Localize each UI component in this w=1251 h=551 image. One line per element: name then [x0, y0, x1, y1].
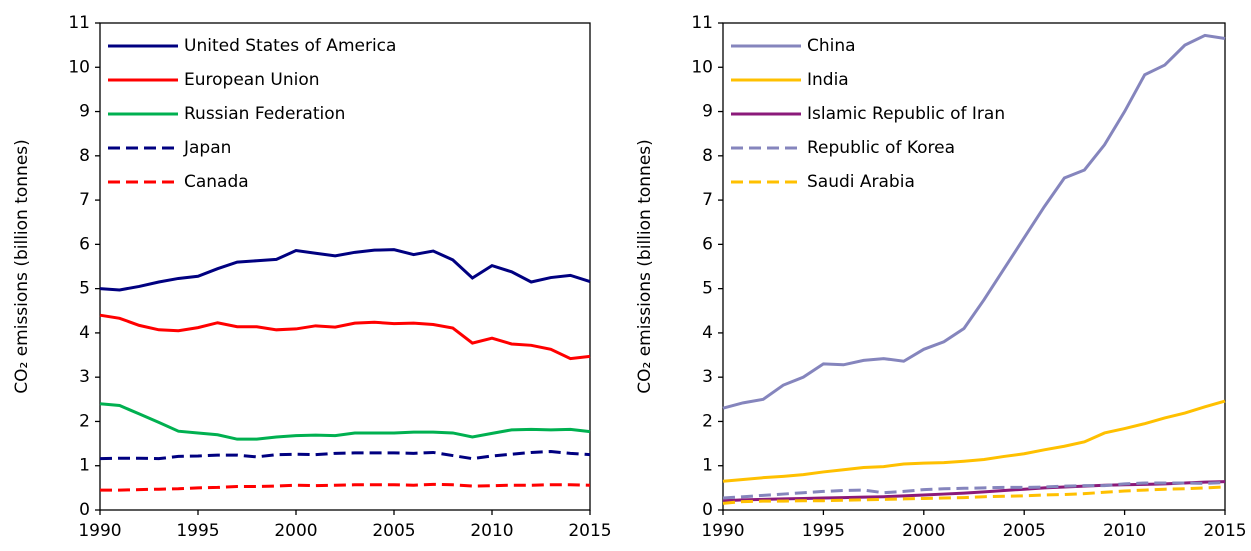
y-tick-label: 3	[702, 367, 713, 387]
y-tick-label: 2	[79, 411, 90, 431]
y-tick-label: 9	[79, 102, 90, 122]
legend-label: Japan	[183, 138, 231, 158]
plot-frame	[99, 22, 591, 511]
legend-label: China	[807, 36, 856, 56]
x-tick-label: 2015	[568, 521, 611, 541]
y-axis-label: CO₂ emissions (billion tonnes)	[635, 139, 655, 394]
x-tick-label: 2010	[1103, 521, 1146, 541]
y-tick-label: 7	[79, 190, 90, 210]
y-tick-label: 4	[79, 323, 90, 343]
y-tick-label: 8	[79, 146, 90, 166]
series-line	[722, 33, 1226, 410]
series-line	[722, 481, 1226, 500]
y-tick-label: 5	[702, 279, 713, 299]
legend-label: Republic of Korea	[807, 138, 955, 158]
legend-label: European Union	[184, 70, 320, 90]
series-line	[100, 482, 591, 492]
series-line	[722, 485, 1226, 505]
x-tick-label: 1990	[78, 521, 121, 541]
x-tick-label: 2005	[1003, 521, 1046, 541]
legend-label: India	[807, 70, 849, 90]
y-tick-label: 9	[702, 102, 713, 122]
x-tick-label: 2000	[274, 521, 317, 541]
series-line	[722, 480, 1226, 503]
y-tick-label: 3	[79, 367, 90, 387]
y-tick-label: 11	[691, 13, 713, 33]
x-tick-label: 2010	[470, 521, 513, 541]
y-axis-label: CO₂ emissions (billion tonnes)	[12, 139, 32, 394]
y-tick-label: 8	[702, 146, 713, 166]
y-tick-label: 4	[702, 323, 713, 343]
y-tick-label: 7	[702, 190, 713, 210]
legend-label: Islamic Republic of Iran	[807, 104, 1005, 124]
y-tick-label: 10	[691, 57, 713, 77]
y-tick-label: 6	[702, 234, 713, 254]
y-tick-label: 1	[702, 456, 713, 476]
x-tick-label: 1995	[176, 521, 219, 541]
series-line	[99, 402, 591, 441]
x-tick-label: 2005	[372, 521, 415, 541]
series-line	[99, 248, 591, 292]
legend-label: Canada	[184, 172, 249, 192]
x-tick-label: 1995	[802, 521, 845, 541]
x-tick-label: 1990	[701, 521, 744, 541]
x-tick-label: 2015	[1203, 521, 1246, 541]
y-tick-label: 10	[68, 57, 90, 77]
legend-label: Saudi Arabia	[807, 172, 915, 192]
y-tick-label: 0	[702, 500, 713, 520]
series-line	[99, 313, 591, 361]
legend-label: United States of America	[184, 36, 396, 56]
plot-frame	[722, 22, 1226, 511]
series-line	[99, 450, 591, 461]
y-tick-label: 11	[68, 13, 90, 33]
x-tick-label: 2000	[902, 521, 945, 541]
y-tick-label: 1	[79, 456, 90, 476]
y-tick-label: 2	[702, 411, 713, 431]
legend-label: Russian Federation	[184, 104, 345, 124]
y-tick-label: 0	[79, 500, 90, 520]
y-tick-label: 6	[79, 234, 90, 254]
series-line	[722, 399, 1226, 483]
y-tick-label: 5	[79, 279, 90, 299]
